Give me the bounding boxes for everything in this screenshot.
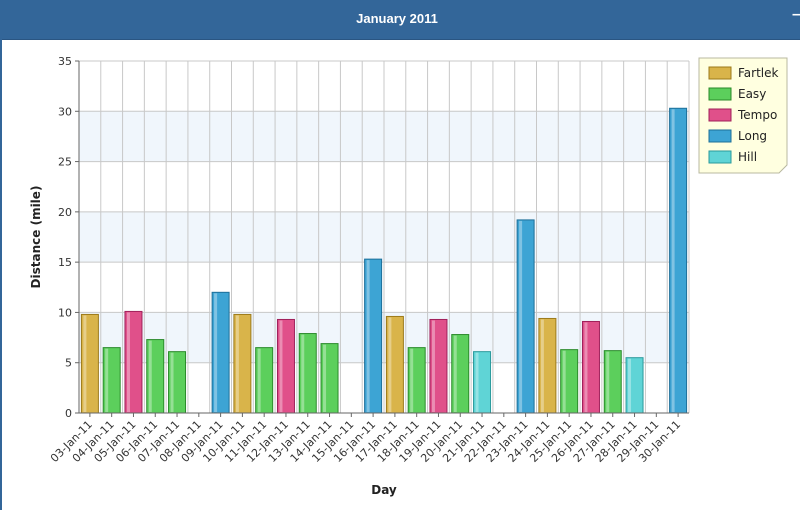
bar-highlight [410, 348, 414, 412]
chart-title: January 2011 [356, 11, 438, 26]
bar-highlight [475, 352, 479, 412]
bar-highlight [257, 348, 261, 412]
legend-label-easy: Easy [738, 87, 766, 101]
legend-swatch-easy [708, 87, 732, 101]
bar-highlight [562, 350, 566, 412]
y-tick-label: 35 [58, 55, 72, 68]
bar-highlight [388, 317, 392, 412]
legend-swatch-hill [708, 150, 732, 164]
legend-label-fartlek: Fartlek [738, 66, 779, 80]
y-tick-labels: 0 5 10 15 20 25 30 35 [58, 55, 72, 420]
bar-highlight [170, 352, 174, 412]
bar-series [80, 107, 688, 414]
bar-highlight [235, 315, 239, 412]
bar-highlight [671, 109, 675, 413]
bar-highlight [628, 358, 632, 412]
y-tick-label: 0 [65, 407, 72, 420]
bar-highlight [323, 344, 327, 412]
y-tick-label: 30 [58, 105, 72, 118]
axes [75, 60, 689, 417]
y-tick-label: 10 [58, 306, 72, 319]
legend-swatch-fartlek [708, 66, 732, 80]
x-axis-label: Day [371, 483, 397, 497]
bar-highlight [214, 293, 218, 412]
bar-highlight [126, 312, 130, 412]
x-tick-labels: 03-Jan-1104-Jan-1105-Jan-1106-Jan-1107-J… [48, 418, 683, 465]
bar-highlight [105, 348, 109, 412]
bar-highlight [148, 340, 152, 412]
bar-highlight [606, 351, 610, 412]
title-bar: January 2011 – [2, 0, 800, 40]
legend-swatch-long [708, 129, 732, 143]
y-tick-label: 15 [58, 256, 72, 269]
bar-highlight [540, 319, 544, 412]
y-tick-label: 20 [58, 206, 72, 219]
chart-legend: Fartlek Easy Tempo Long Hill [698, 57, 788, 174]
bar-highlight [519, 220, 523, 412]
minimize-button[interactable]: – [792, 6, 800, 28]
legend-swatch-tempo [708, 108, 732, 122]
legend-label-long: Long [738, 129, 767, 143]
legend-label-hill: Hill [738, 150, 757, 164]
y-axis-label: Distance (mile) [29, 186, 43, 289]
bar-highlight [83, 315, 87, 412]
y-tick-label: 5 [65, 357, 72, 370]
legend-box [698, 57, 788, 174]
y-tick-label: 25 [58, 156, 72, 169]
bar-highlight [431, 320, 435, 412]
bar-highlight [279, 320, 283, 412]
bar-highlight [366, 260, 370, 412]
bar-highlight [453, 335, 457, 412]
bar-highlight [584, 322, 588, 412]
legend-label-tempo: Tempo [737, 108, 777, 122]
bar-highlight [301, 334, 305, 412]
